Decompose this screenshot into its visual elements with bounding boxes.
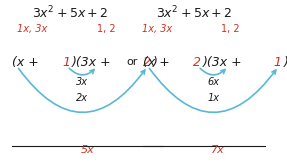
Text: 6x: 6x [207,77,219,87]
Text: 1x, 3x: 1x, 3x [141,24,172,34]
Text: $3x^2 + 5x + 2$: $3x^2 + 5x + 2$ [156,4,233,21]
Text: or: or [127,57,138,67]
Text: 3x: 3x [76,77,88,87]
Text: 1x: 1x [207,93,219,103]
Text: 7x: 7x [211,145,225,155]
Text: (x +: (x + [143,56,174,69]
Text: 1: 1 [274,56,282,69]
Text: ): ) [284,56,287,69]
Text: 1, 2: 1, 2 [97,24,115,34]
Text: $3x^2 + 5x + 2$: $3x^2 + 5x + 2$ [32,4,108,21]
Text: )(3x +: )(3x + [203,56,247,69]
Text: )(3x +: )(3x + [72,56,116,69]
Text: 2: 2 [143,56,151,69]
Text: ): ) [153,56,158,69]
Text: 2: 2 [193,56,201,69]
Text: 1x, 3x: 1x, 3x [17,24,48,34]
Text: (x +: (x + [12,56,43,69]
Text: 5x: 5x [80,145,94,155]
Text: 2x: 2x [76,93,88,103]
Text: 1: 1 [62,56,70,69]
Text: 1, 2: 1, 2 [221,24,240,34]
